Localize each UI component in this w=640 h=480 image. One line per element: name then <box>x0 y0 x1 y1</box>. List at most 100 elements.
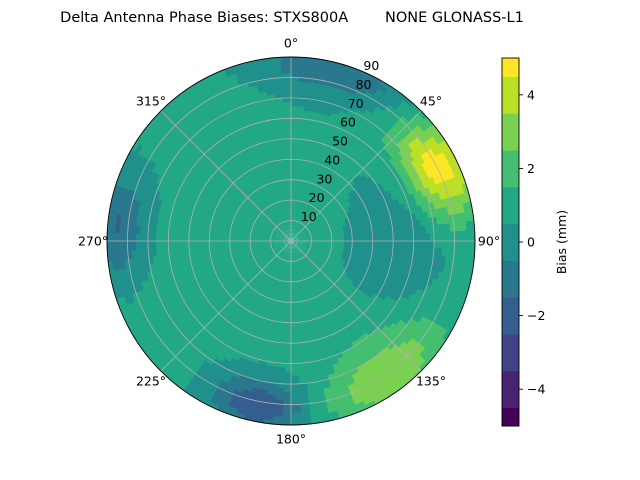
contour-cell <box>356 236 362 242</box>
contour-cell <box>401 240 407 248</box>
contour-cell <box>446 187 455 200</box>
contour-cell <box>457 183 467 197</box>
contour-cell <box>291 238 296 241</box>
contour-cell <box>290 302 295 308</box>
contour-cell <box>290 153 297 160</box>
contour-cell <box>291 239 297 241</box>
contour-cell <box>364 240 370 246</box>
contour-cell <box>290 347 298 353</box>
contour-cell <box>284 351 292 357</box>
contour-cell <box>290 186 295 193</box>
contour-cell <box>286 306 292 312</box>
contour-cell <box>360 240 366 246</box>
contour-cell <box>291 245 293 251</box>
contour-cell <box>315 237 321 240</box>
contour-cell <box>372 240 379 247</box>
contour-cell <box>290 343 298 349</box>
contour-cell <box>380 240 387 247</box>
contour-cell <box>294 238 301 241</box>
contour-cells <box>107 57 475 425</box>
contour-cell <box>290 129 298 135</box>
contour-cell <box>291 241 294 246</box>
contour-cell <box>332 396 345 405</box>
contour-cell <box>333 400 346 409</box>
contour-cell <box>384 240 391 247</box>
contour-cell <box>290 133 298 139</box>
contour-cell <box>291 244 294 251</box>
contour-cell <box>291 236 294 241</box>
contour-cell <box>356 240 362 246</box>
chart-title: Delta Antenna Phase Biases: STXS800A NON… <box>60 10 524 26</box>
contour-cell <box>335 240 342 244</box>
contour-cell <box>295 239 301 241</box>
contour-cell <box>294 238 301 241</box>
contour-cell <box>290 125 298 131</box>
contour-cell <box>287 294 292 300</box>
contour-cell <box>286 310 292 316</box>
contour-cell <box>290 330 297 337</box>
contour-cell <box>376 240 383 247</box>
contour-cell <box>288 285 292 292</box>
contour-cell <box>290 141 297 148</box>
contour-cell <box>285 326 292 333</box>
contour-cell <box>292 269 295 275</box>
contour-cell <box>344 237 350 242</box>
contour-cell <box>352 240 358 245</box>
contour-cell <box>290 174 295 180</box>
contour-cell <box>326 410 339 419</box>
contour-cell <box>291 241 293 247</box>
contour-cell <box>290 281 294 288</box>
contour-cell <box>450 186 459 199</box>
contour-cell <box>298 242 305 244</box>
contour-cell <box>344 240 350 245</box>
contour-cell <box>291 241 294 246</box>
contour-cell <box>345 292 354 301</box>
contour-cell <box>290 289 295 296</box>
contour-cell <box>401 234 407 242</box>
contour-cell <box>284 343 292 349</box>
contour-cell <box>393 240 399 248</box>
contour-cell <box>292 223 294 229</box>
contour-cell <box>290 162 296 168</box>
contour-cell <box>397 234 403 242</box>
contour-cell <box>380 235 387 242</box>
contour-cell <box>460 193 469 206</box>
contour-cell <box>291 238 296 241</box>
contour-cell <box>303 242 309 244</box>
contour-cell <box>291 249 294 255</box>
contour-cell <box>303 241 309 243</box>
contour-cell <box>336 173 344 181</box>
contour-cell <box>289 253 291 259</box>
contour-cell <box>291 239 297 241</box>
contour-cell <box>290 170 296 176</box>
contour-cell <box>454 185 463 198</box>
contour-cell <box>290 145 297 152</box>
contour-cell <box>351 286 359 294</box>
contour-cell <box>384 235 391 242</box>
contour-cell <box>397 240 403 248</box>
contour-cell <box>286 314 292 320</box>
contour-cell <box>291 223 293 229</box>
contour-cell <box>331 238 338 242</box>
contour-cell <box>319 237 325 240</box>
contour-cell <box>335 238 342 242</box>
contour-cell <box>335 407 349 417</box>
contour-cell <box>342 295 351 304</box>
contour-cell <box>290 285 294 292</box>
contour-cell <box>339 176 347 184</box>
contour-cell <box>339 240 346 245</box>
contour-cell <box>290 326 297 333</box>
contour-cell <box>352 237 358 242</box>
contour-cell <box>372 235 379 242</box>
contour-cell <box>290 294 295 300</box>
contour-cell <box>290 322 297 329</box>
contour-cell <box>290 314 296 320</box>
contour-cell <box>290 149 297 156</box>
contour-cell <box>290 190 294 197</box>
contour-cell <box>287 289 292 296</box>
contour-cell <box>290 351 298 357</box>
contour-cell <box>291 241 293 247</box>
contour-cell <box>342 178 351 187</box>
contour-cell <box>292 227 294 234</box>
